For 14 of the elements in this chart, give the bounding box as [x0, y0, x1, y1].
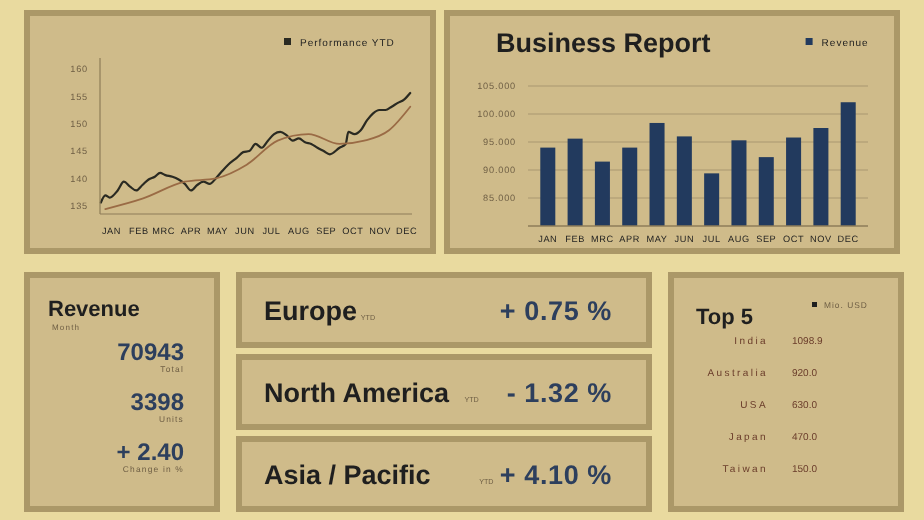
text: - 1.32 %	[506, 378, 612, 408]
text: + 4.10 %	[499, 460, 612, 490]
text: Top 5	[696, 306, 754, 330]
text: 70943	[117, 338, 185, 366]
text: Europe	[264, 296, 358, 326]
line-series	[104, 105, 412, 210]
line-series	[99, 91, 412, 204]
chart-title: Business Report	[496, 28, 712, 58]
text: North America	[264, 378, 451, 408]
text: 3398	[130, 388, 185, 416]
text: Asia / Pacific	[264, 460, 432, 490]
text: + 0.75 %	[499, 296, 612, 326]
text: Revenue	[48, 298, 140, 322]
text: + 2.40	[116, 438, 185, 466]
